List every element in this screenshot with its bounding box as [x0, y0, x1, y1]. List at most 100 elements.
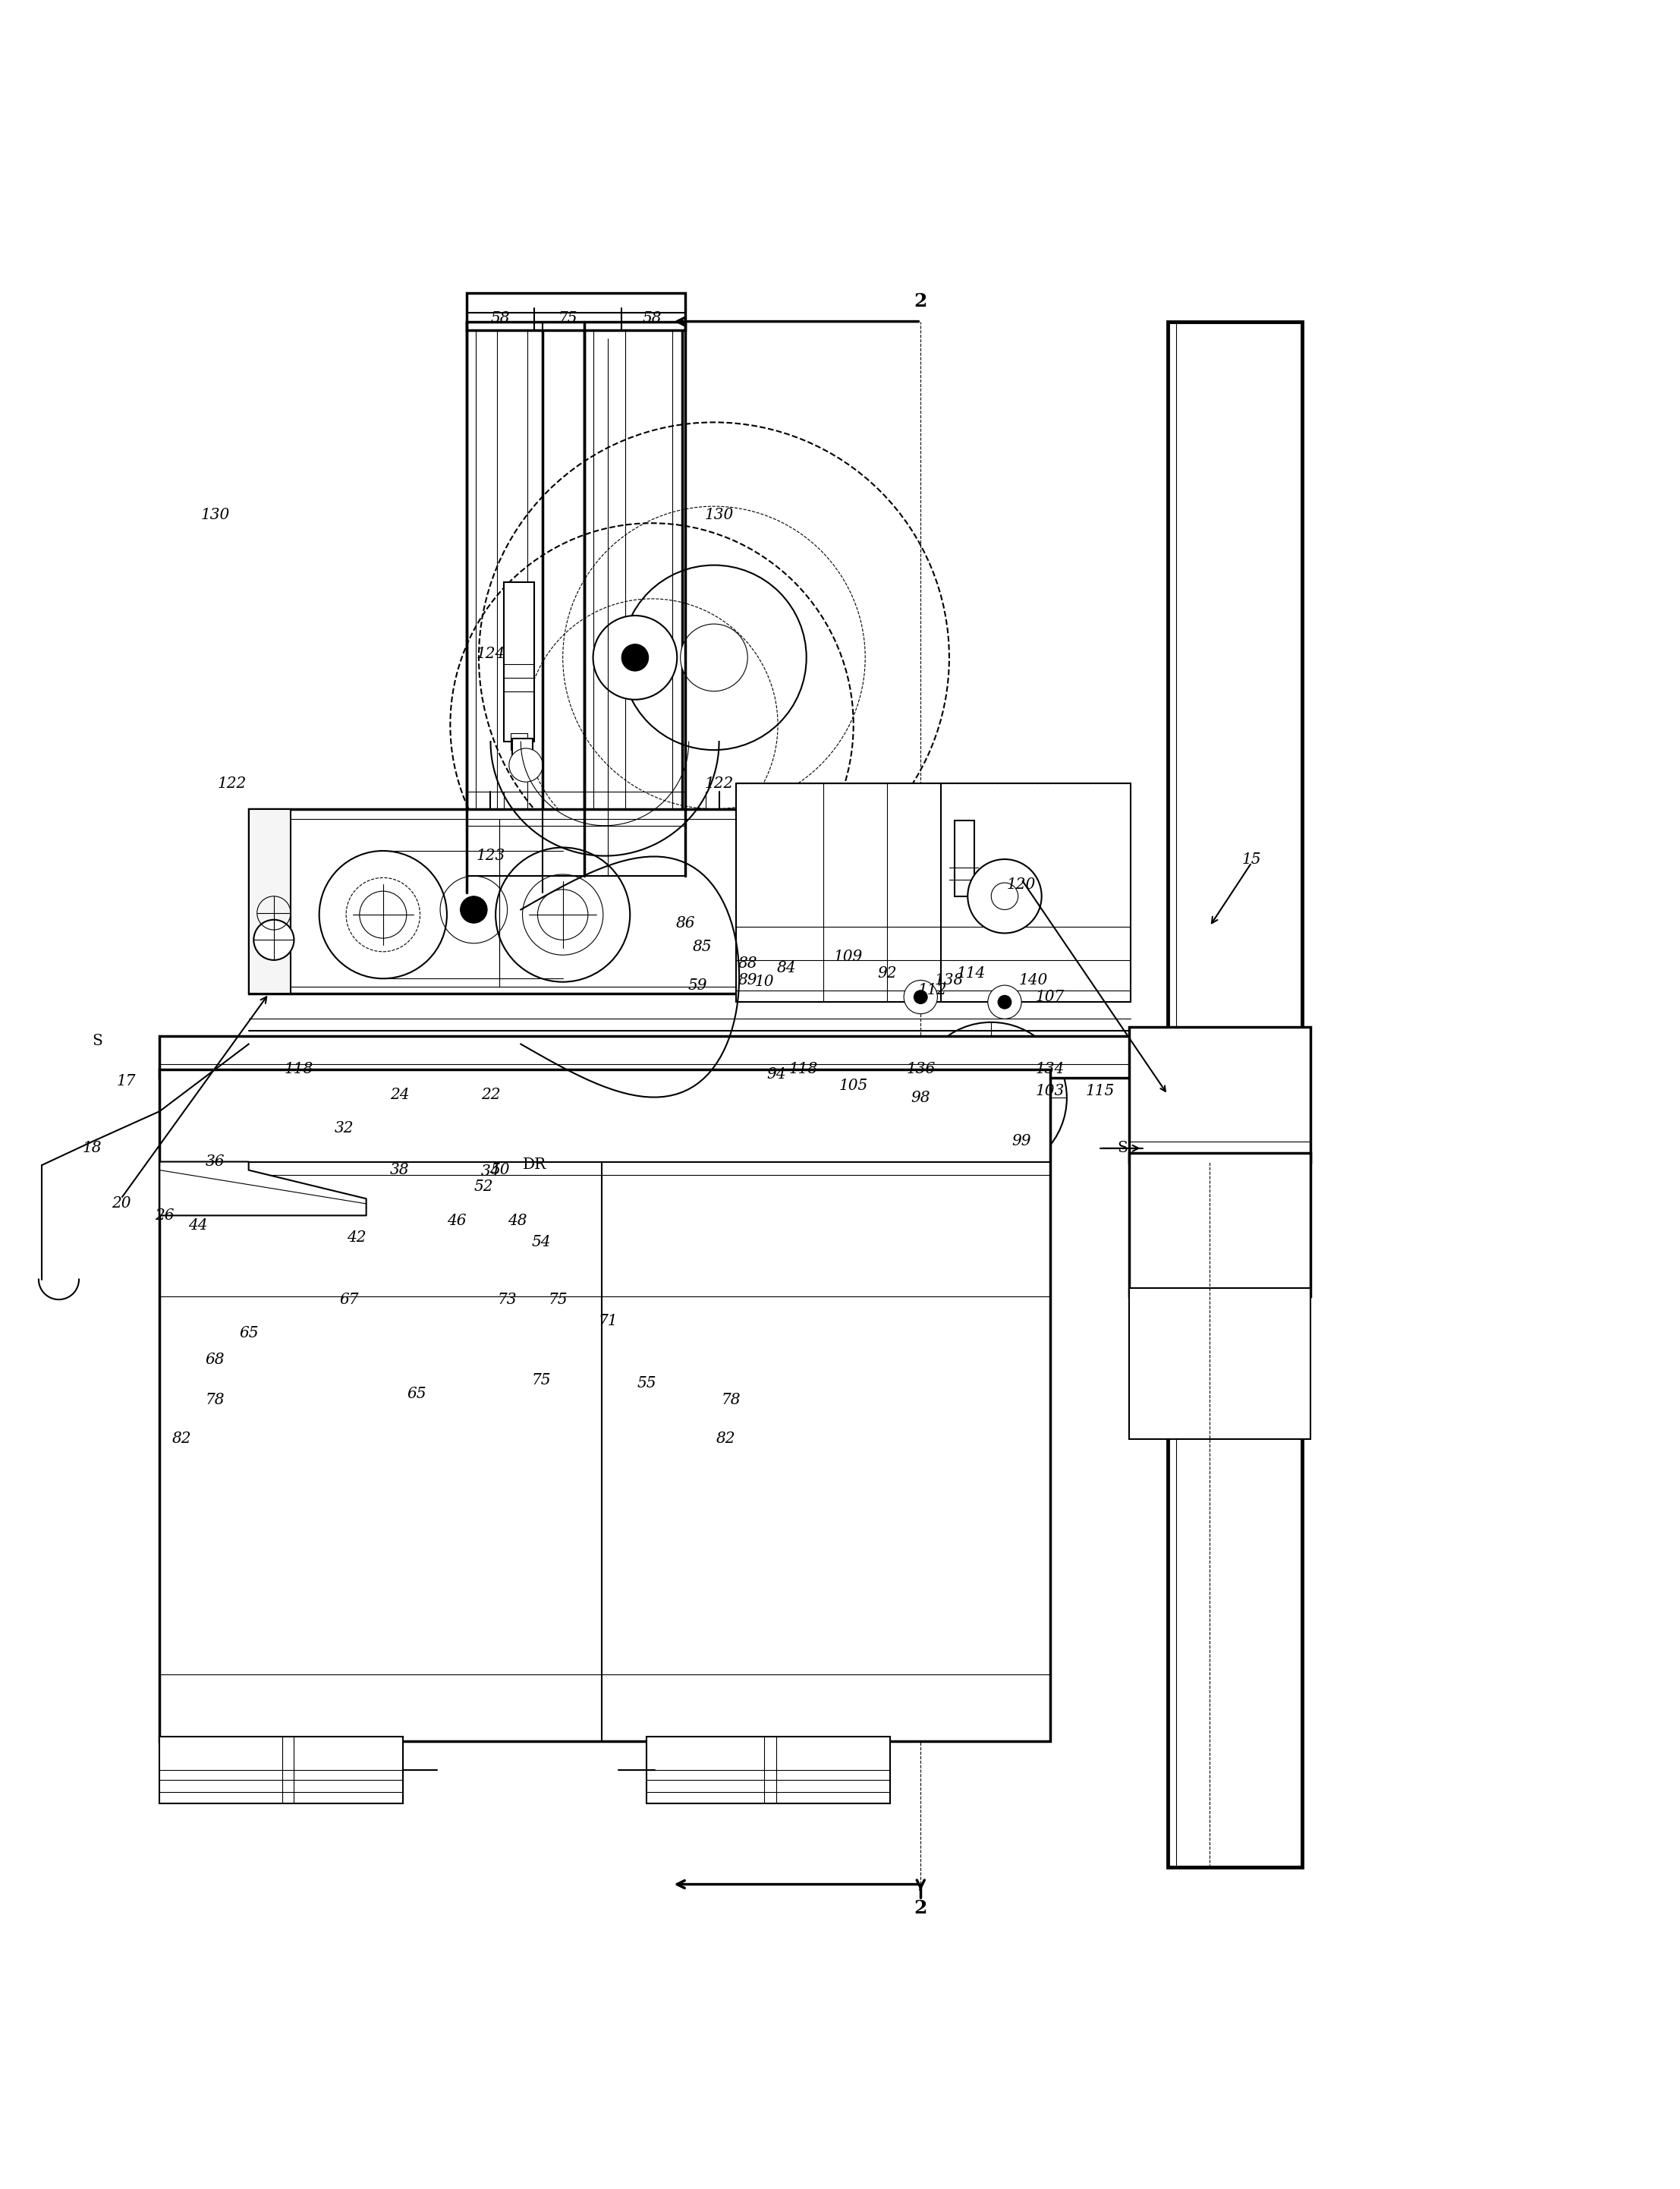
Text: 94: 94: [766, 1066, 786, 1081]
Text: 2: 2: [914, 1898, 927, 1918]
Text: 58: 58: [642, 311, 662, 326]
Text: 48: 48: [507, 1213, 528, 1228]
Bar: [736, 784, 887, 1003]
Text: 85: 85: [692, 939, 712, 954]
Bar: [475, 331, 501, 884]
Circle shape: [991, 882, 1018, 911]
Text: 118: 118: [284, 1062, 314, 1077]
Text: 82: 82: [716, 1432, 736, 1447]
Text: 105: 105: [838, 1079, 869, 1092]
Text: 65: 65: [239, 1327, 259, 1340]
Text: 88: 88: [738, 957, 758, 970]
Text: 34: 34: [480, 1165, 501, 1180]
Circle shape: [509, 749, 543, 781]
Bar: [160, 1035, 1151, 1077]
Text: 75: 75: [531, 1373, 551, 1388]
Circle shape: [680, 624, 748, 692]
Text: 24: 24: [390, 1088, 410, 1101]
Bar: [585, 322, 682, 876]
Text: S: S: [1117, 1140, 1127, 1156]
Text: 99: 99: [1011, 1134, 1032, 1149]
Text: 115: 115: [1085, 1084, 1116, 1099]
Text: 86: 86: [675, 915, 696, 930]
Text: 15: 15: [1242, 852, 1262, 867]
Text: 42: 42: [346, 1230, 366, 1246]
Text: 20: 20: [111, 1197, 131, 1211]
Bar: [249, 808, 769, 994]
Circle shape: [622, 644, 648, 672]
Text: 82: 82: [171, 1432, 192, 1447]
Bar: [769, 1070, 862, 1108]
Bar: [255, 819, 499, 987]
Bar: [736, 784, 1131, 1003]
Text: 118: 118: [788, 1062, 818, 1077]
Text: 2: 2: [914, 291, 927, 311]
Text: 67: 67: [339, 1292, 360, 1307]
Text: 134: 134: [1035, 1062, 1065, 1077]
Bar: [160, 1736, 403, 1804]
Text: 112: 112: [917, 983, 948, 998]
Text: 130: 130: [200, 508, 230, 521]
Bar: [249, 808, 291, 994]
Text: 26: 26: [155, 1208, 175, 1224]
Text: 75: 75: [558, 311, 578, 326]
Text: 75: 75: [548, 1292, 568, 1307]
Circle shape: [916, 1022, 1067, 1173]
Bar: [467, 293, 685, 331]
Circle shape: [968, 860, 1042, 933]
Circle shape: [593, 615, 677, 700]
Text: 38: 38: [390, 1162, 410, 1178]
Text: S: S: [92, 1033, 102, 1049]
Text: 122: 122: [704, 777, 734, 790]
Circle shape: [998, 996, 1011, 1009]
Text: 71: 71: [598, 1313, 618, 1329]
Text: 50: 50: [491, 1162, 511, 1178]
Bar: [160, 1068, 1050, 1742]
Text: 10: 10: [754, 974, 774, 989]
Bar: [499, 819, 759, 987]
Bar: [1168, 322, 1302, 1867]
Text: 136: 136: [906, 1062, 936, 1077]
Text: 92: 92: [877, 965, 897, 981]
Text: 123: 123: [475, 849, 506, 862]
Bar: [1129, 1027, 1310, 1162]
Bar: [1129, 1287, 1310, 1438]
Circle shape: [254, 919, 294, 961]
Text: 122: 122: [217, 777, 247, 790]
Text: 68: 68: [205, 1353, 225, 1368]
Bar: [497, 331, 528, 884]
Text: 52: 52: [474, 1180, 494, 1195]
Text: 59: 59: [687, 978, 707, 992]
Text: 98: 98: [911, 1090, 931, 1105]
Text: 140: 140: [1018, 974, 1048, 987]
Text: 103: 103: [1035, 1084, 1065, 1099]
Text: 84: 84: [776, 961, 796, 976]
Bar: [511, 733, 528, 751]
Text: 44: 44: [188, 1219, 208, 1232]
Text: 107: 107: [1035, 989, 1065, 1005]
Bar: [593, 331, 627, 867]
Text: 17: 17: [116, 1075, 136, 1088]
Text: 109: 109: [833, 950, 864, 963]
Text: 130: 130: [704, 508, 734, 521]
Text: 58: 58: [491, 311, 511, 326]
Text: 124: 124: [475, 648, 506, 661]
Text: 78: 78: [205, 1392, 225, 1408]
Circle shape: [904, 981, 937, 1014]
Text: 138: 138: [934, 974, 964, 987]
Text: 114: 114: [956, 965, 986, 981]
Text: 46: 46: [447, 1213, 467, 1228]
Text: 89: 89: [738, 974, 758, 987]
Circle shape: [988, 985, 1021, 1018]
Text: 120: 120: [1006, 878, 1037, 891]
Circle shape: [538, 889, 588, 939]
Text: 65: 65: [407, 1386, 427, 1401]
Text: DR: DR: [522, 1158, 546, 1173]
Bar: [504, 582, 534, 742]
Bar: [647, 1736, 890, 1804]
Text: 32: 32: [334, 1121, 354, 1136]
Bar: [512, 738, 533, 757]
Text: 18: 18: [82, 1140, 102, 1156]
Circle shape: [961, 1068, 1021, 1127]
Circle shape: [460, 895, 487, 924]
